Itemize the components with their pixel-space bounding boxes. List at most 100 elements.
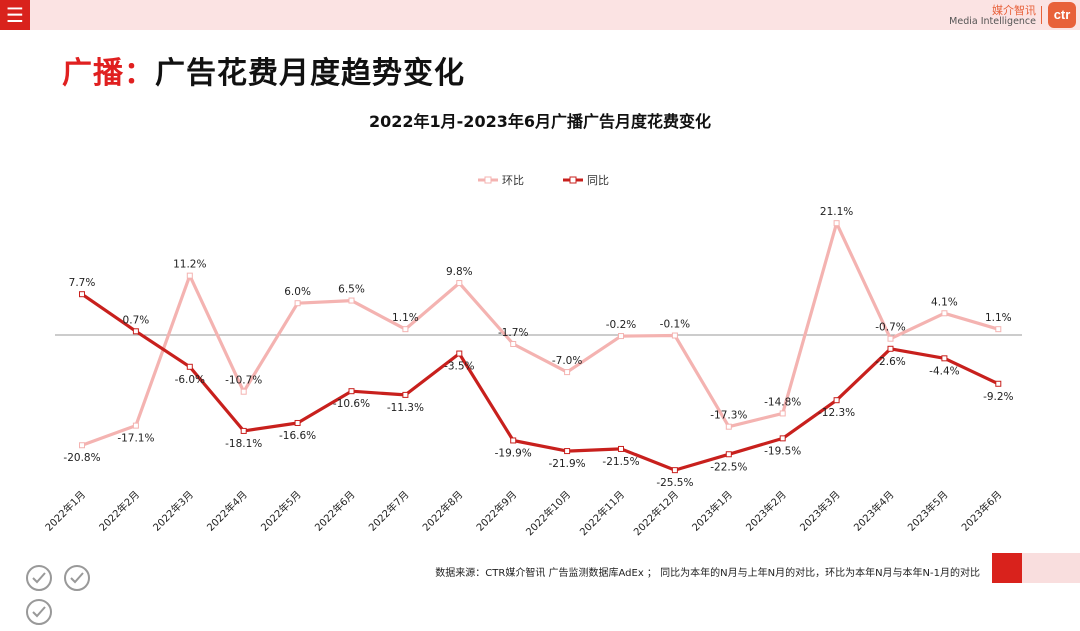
legend-label-yoy: 同比 — [587, 174, 609, 187]
source-note: 数据来源：CTR媒介智讯 广告监测数据库AdEx ； 同比为本年的N月与上年N月… — [435, 568, 980, 579]
data-label: 21.1% — [820, 206, 853, 218]
x-tick-label: 2023年5月 — [905, 488, 951, 534]
data-point — [240, 388, 247, 395]
top-bar: ☰ 媒介智讯 Media Intelligence ctr — [0, 0, 1080, 30]
data-point — [618, 445, 624, 452]
data-point — [941, 310, 948, 317]
x-tick-label: 2023年6月 — [959, 488, 1005, 534]
data-label: -21.5% — [602, 456, 639, 468]
data-label: 6.5% — [338, 284, 365, 296]
x-tick-label: 2023年4月 — [851, 488, 897, 534]
data-point — [833, 397, 840, 404]
data-point — [294, 419, 301, 426]
data-label: -10.6% — [333, 398, 370, 410]
data-point — [186, 363, 193, 370]
data-label: -16.6% — [279, 430, 316, 442]
cert-badge-icon — [26, 565, 52, 591]
data-label: 1.1% — [392, 312, 419, 324]
data-label: -17.1% — [117, 433, 154, 445]
data-label: -0.7% — [875, 322, 905, 334]
data-label: -0.1% — [660, 319, 690, 331]
data-label: -21.9% — [549, 458, 586, 470]
data-point — [348, 388, 355, 395]
x-tick-label: 2022年11月 — [577, 488, 627, 538]
certification-badges — [24, 563, 124, 625]
data-point — [618, 333, 624, 340]
x-tick-label: 2022年2月 — [96, 488, 142, 534]
x-tick-label: 2022年7月 — [366, 488, 412, 534]
data-point — [725, 423, 732, 430]
line-chart: 环比 同比 -20.8% -17.1% 11.2% -10.7% 6.0% 6.5% 1.1% 9… — [42, 174, 1022, 538]
data-point — [564, 448, 571, 455]
data-label: 4.1% — [931, 296, 958, 308]
data-point — [348, 297, 355, 304]
data-point — [79, 291, 85, 298]
data-point — [132, 422, 139, 429]
data-label: -2.6% — [875, 356, 905, 368]
data-label: -14.8% — [764, 396, 801, 408]
series-line-yoy — [80, 292, 1000, 472]
cert-badge-icon — [26, 599, 52, 625]
legend-marker-mom — [484, 176, 492, 184]
x-tick-label: 2022年8月 — [420, 488, 466, 534]
data-point — [456, 280, 463, 287]
data-label: 9.8% — [446, 266, 473, 278]
data-point — [833, 220, 840, 227]
data-label: 11.2% — [173, 259, 206, 271]
x-tick-label: 2022年1月 — [42, 488, 88, 534]
data-label: -12.3% — [818, 407, 855, 419]
data-point — [456, 350, 463, 357]
data-label: -0.2% — [606, 319, 636, 331]
data-point — [294, 300, 301, 307]
data-label: -9.2% — [983, 391, 1013, 403]
x-tick-label: 2022年6月 — [312, 488, 358, 534]
data-point — [887, 345, 894, 352]
data-label: -18.1% — [225, 438, 262, 450]
x-tick-label: 2023年3月 — [797, 488, 843, 534]
data-point — [725, 451, 732, 458]
footer-accent-red — [992, 553, 1022, 583]
x-tick-label: 2023年1月 — [689, 488, 735, 534]
data-point — [995, 380, 1002, 387]
data-point — [79, 442, 85, 449]
data-label: 7.7% — [69, 277, 96, 289]
legend-marker-yoy — [569, 176, 577, 184]
data-point — [564, 369, 571, 376]
data-point — [887, 335, 894, 342]
x-tick-label: 2022年5月 — [258, 488, 304, 534]
data-point — [995, 326, 1002, 333]
data-label: -10.7% — [225, 375, 262, 387]
data-label: -3.5% — [444, 361, 474, 373]
data-label: 0.7% — [123, 314, 150, 326]
data-point — [510, 341, 517, 348]
brand-cn: 媒介智讯 — [992, 4, 1036, 17]
data-point — [671, 467, 678, 474]
data-point — [510, 437, 517, 444]
page-title: 广播：广告花费月度趋势变化 — [62, 48, 465, 92]
data-label: -22.5% — [710, 461, 747, 473]
page-title-rest: 广告花费月度趋势变化 — [155, 56, 465, 91]
cert-badge-icon — [64, 565, 91, 591]
data-label: -1.7% — [498, 327, 528, 339]
series-line-mom — [80, 221, 1000, 447]
brand: 媒介智讯 Media Intelligence — [949, 5, 1036, 27]
data-label: -20.8% — [63, 452, 100, 464]
data-label: -6.0% — [175, 374, 205, 386]
data-label: -7.0% — [552, 355, 582, 367]
x-tick-label: 2022年3月 — [150, 488, 196, 534]
ctr-logo: ctr — [1048, 2, 1076, 28]
data-point — [132, 328, 139, 335]
page-title-accent: 广播： — [62, 56, 155, 91]
x-tick-label: 2022年9月 — [473, 488, 519, 534]
data-label: -4.4% — [929, 365, 959, 377]
data-point — [402, 326, 409, 333]
data-label: -25.5% — [656, 477, 693, 489]
data-point — [779, 435, 786, 442]
data-point — [402, 391, 409, 398]
data-label: -19.5% — [764, 445, 801, 457]
data-label: 6.0% — [284, 286, 311, 298]
menu-icon[interactable]: ☰ — [0, 0, 30, 30]
chart-title: 2022年1月-2023年6月广播广告月度花费变化 — [369, 112, 711, 131]
x-tick-label: 2022年12月 — [631, 488, 681, 538]
brand-divider — [1041, 6, 1042, 24]
